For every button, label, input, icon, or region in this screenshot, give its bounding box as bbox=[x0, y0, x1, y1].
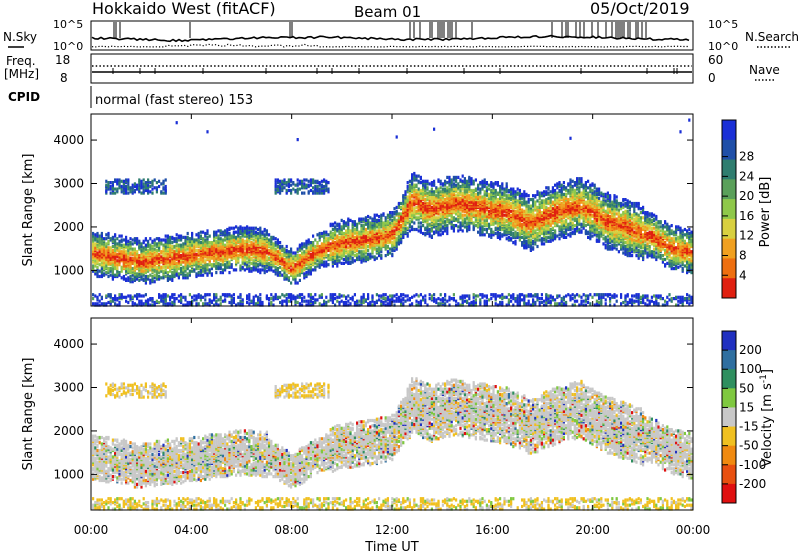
colorbar-tick-label: 50 bbox=[739, 381, 754, 395]
colorbar-segment bbox=[722, 407, 736, 427]
noise-traces bbox=[92, 22, 689, 47]
colorbar-tick-label: 16 bbox=[739, 209, 754, 223]
freq-panel: Freq. [MHz] 18 8 60 0 Nave bbox=[4, 53, 780, 85]
noise-sky-trace bbox=[92, 36, 689, 42]
freq-label-1: Freq. bbox=[6, 54, 36, 68]
y-tick-label: 1000 bbox=[53, 467, 84, 481]
colorbar-tick-label: 15 bbox=[739, 400, 754, 414]
velocity-ylabel: Slant Range [km] bbox=[21, 358, 36, 471]
freq-right-tick-bottom: 0 bbox=[708, 71, 716, 85]
freq-dropouts bbox=[113, 68, 677, 74]
x-tick-label: 00:00 bbox=[74, 523, 109, 537]
x-axis-label: Time UT bbox=[364, 540, 418, 554]
freq-right-tick-top: 60 bbox=[708, 53, 723, 67]
freq-left-tick-top: 18 bbox=[55, 53, 70, 67]
beam-label: Beam 01 bbox=[354, 3, 421, 21]
colorbar-tick-label: 28 bbox=[739, 150, 754, 164]
noise-search-label: N.Search bbox=[745, 30, 799, 44]
colorbar-segment bbox=[722, 120, 736, 140]
colorbar-segment bbox=[722, 331, 736, 351]
y-tick-label: 4000 bbox=[53, 133, 84, 147]
freq-left-tick-bottom: 8 bbox=[60, 71, 68, 85]
noise-search-trace bbox=[92, 44, 688, 47]
freq-label-2: [MHz] bbox=[4, 67, 39, 81]
power-ylabel: Slant Range [km] bbox=[21, 154, 36, 267]
colorbar-segment bbox=[722, 446, 736, 466]
colorbar-tick-label: 200 bbox=[739, 343, 762, 357]
colorbar-segment bbox=[722, 484, 736, 504]
colorbar-segment bbox=[722, 388, 736, 408]
noise-right-tick-bottom: 10^0 bbox=[708, 40, 738, 53]
x-tick-label: 12:00 bbox=[375, 523, 410, 537]
power-colorbar: 4 8 12 16 20 24 28 bbox=[722, 120, 754, 299]
y-tick-label: 1000 bbox=[53, 263, 84, 277]
velocity-panel: Slant Range [km] 1000 2000 3000 4000 200 100… bbox=[21, 318, 775, 511]
noise-sky-label: N.Sky bbox=[3, 30, 37, 44]
colorbar-tick-label: -15 bbox=[739, 420, 759, 434]
colorbar-segment bbox=[722, 278, 736, 298]
y-tick-label: 3000 bbox=[53, 381, 84, 395]
colorbar-tick-label: 20 bbox=[739, 189, 754, 203]
colorbar-tick-label: -200 bbox=[739, 477, 766, 491]
cpid-label: CPID bbox=[8, 90, 40, 104]
x-tick-label: 00:00 bbox=[676, 523, 711, 537]
colorbar-tick-label: 4 bbox=[739, 268, 747, 282]
y-tick-label: 2000 bbox=[53, 424, 84, 438]
colorbar-segment bbox=[722, 350, 736, 370]
noise-left-tick-bottom: 10^0 bbox=[53, 40, 83, 53]
colorbar-tick-label: 24 bbox=[739, 169, 754, 183]
colorbar-tick-label: 8 bbox=[739, 248, 747, 262]
power-heatmap bbox=[92, 119, 693, 307]
noise-left-tick-top: 10^5 bbox=[53, 18, 83, 31]
colorbar-tick-label: -50 bbox=[739, 439, 759, 453]
noise-right-tick-top: 10^5 bbox=[708, 18, 738, 31]
colorbar-tick-label: 100 bbox=[739, 362, 762, 376]
x-tick-label: 04:00 bbox=[174, 523, 209, 537]
x-tick-label: 08:00 bbox=[274, 523, 309, 537]
power-colorbar-label: Power [dB] bbox=[758, 177, 773, 248]
colorbar-segment bbox=[722, 465, 736, 485]
date-label: 05/Oct/2019 bbox=[590, 0, 690, 18]
y-tick-label: 3000 bbox=[53, 177, 84, 191]
plot-title: Hokkaido West (fitACF) bbox=[92, 0, 276, 18]
y-tick-label: 2000 bbox=[53, 220, 84, 234]
velocity-heatmap bbox=[92, 377, 693, 511]
power-panel: Slant Range [km] 1000 2000 3000 4000 4 8 12 16… bbox=[21, 114, 773, 307]
noise-panel: N.Sky 10^5 10^0 10^5 10^0 N.Search bbox=[3, 18, 799, 53]
cpid-value: normal (fast stereo) 153 bbox=[95, 93, 253, 108]
y-tick-label: 4000 bbox=[53, 337, 84, 351]
colorbar-tick-label: 12 bbox=[739, 229, 754, 243]
x-tick-label: 16:00 bbox=[475, 523, 510, 537]
colorbar-segment bbox=[722, 427, 736, 447]
x-tick-label: 20:00 bbox=[575, 523, 610, 537]
colorbar-segment bbox=[722, 369, 736, 389]
velocity-colorbar-label: Velocity [m s-1] bbox=[759, 369, 775, 467]
nave-label: Nave bbox=[749, 63, 780, 77]
